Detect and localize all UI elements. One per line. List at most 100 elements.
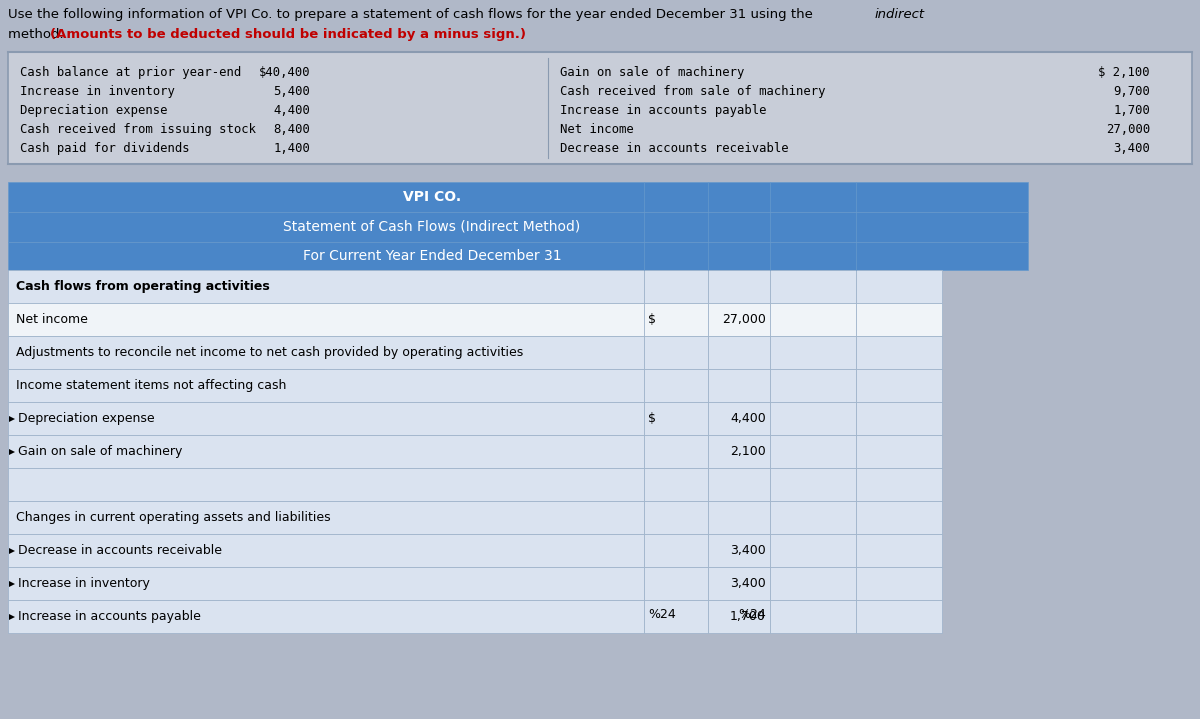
Bar [644, 336, 708, 369]
Text: Use the following information of VPI Co. to prepare a statement of cash flows fo: Use the following information of VPI Co.… [8, 8, 817, 21]
Bar [644, 369, 708, 402]
Bar [856, 534, 942, 567]
Text: Increase in inventory: Increase in inventory [20, 85, 175, 98]
Bar [8, 468, 644, 501]
Bar [856, 270, 942, 303]
Bar [856, 435, 942, 468]
Bar [8, 402, 644, 435]
Text: Decrease in accounts receivable: Decrease in accounts receivable [560, 142, 788, 155]
Text: Cash balance at prior year-end: Cash balance at prior year-end [20, 66, 241, 79]
Text: Increase in inventory: Increase in inventory [18, 577, 150, 590]
Text: VPI CO.: VPI CO. [403, 190, 461, 204]
Text: Statement of Cash Flows (Indirect Method): Statement of Cash Flows (Indirect Method… [283, 220, 581, 234]
Text: Adjustments to reconcile net income to net cash provided by operating activities: Adjustments to reconcile net income to n… [16, 346, 523, 359]
Text: $40,400: $40,400 [258, 66, 310, 79]
Bar [8, 501, 644, 534]
Bar [770, 270, 856, 303]
Bar [770, 468, 856, 501]
Bar [770, 567, 856, 600]
Bar [770, 435, 856, 468]
Text: Income statement items not affecting cash: Income statement items not affecting cas… [16, 379, 287, 392]
Bar [644, 534, 708, 567]
Bar [770, 600, 856, 633]
Text: Increase in accounts payable: Increase in accounts payable [18, 610, 200, 623]
Bar [770, 534, 856, 567]
Bar [770, 303, 856, 336]
Text: 27,000: 27,000 [722, 313, 766, 326]
Text: Cash flows from operating activities: Cash flows from operating activities [16, 280, 270, 293]
Text: 1,400: 1,400 [274, 142, 310, 155]
Text: $: $ [648, 313, 656, 326]
Text: 27,000: 27,000 [1105, 123, 1150, 136]
Bar [8, 600, 644, 633]
Text: %24: %24 [648, 608, 676, 621]
Bar [708, 468, 770, 501]
Bar [856, 600, 942, 633]
Text: (Amounts to be deducted should be indicated by a minus sign.): (Amounts to be deducted should be indica… [50, 28, 526, 41]
Bar [708, 303, 770, 336]
Text: Cash paid for dividends: Cash paid for dividends [20, 142, 190, 155]
Text: Gain on sale of machinery: Gain on sale of machinery [560, 66, 744, 79]
Bar [644, 270, 708, 303]
Bar [708, 369, 770, 402]
Bar [708, 270, 770, 303]
Text: Depreciation expense: Depreciation expense [18, 412, 155, 425]
Text: 4,400: 4,400 [731, 412, 766, 425]
Bar [8, 52, 1192, 164]
Bar [8, 242, 1028, 270]
Bar [856, 369, 942, 402]
Bar [708, 336, 770, 369]
Bar [644, 303, 708, 336]
Bar [644, 468, 708, 501]
Text: 2,100: 2,100 [731, 445, 766, 458]
Bar [708, 534, 770, 567]
Bar [708, 501, 770, 534]
Text: 4,400: 4,400 [274, 104, 310, 117]
Bar [856, 567, 942, 600]
Bar [8, 303, 644, 336]
Text: For Current Year Ended December 31: For Current Year Ended December 31 [302, 249, 562, 263]
Text: Net income: Net income [16, 313, 88, 326]
Bar [770, 336, 856, 369]
Text: $: $ [648, 412, 656, 425]
Text: 1,700: 1,700 [1114, 104, 1150, 117]
Bar [770, 501, 856, 534]
Text: 3,400: 3,400 [731, 544, 766, 557]
Text: Changes in current operating assets and liabilities: Changes in current operating assets and … [16, 511, 331, 524]
Text: $ 2,100: $ 2,100 [1098, 66, 1150, 79]
Bar [708, 567, 770, 600]
Bar [644, 402, 708, 435]
Text: method.: method. [8, 28, 68, 41]
Bar [856, 303, 942, 336]
Bar [8, 534, 644, 567]
Text: Decrease in accounts receivable: Decrease in accounts receivable [18, 544, 222, 557]
Text: 5,400: 5,400 [274, 85, 310, 98]
Bar [708, 435, 770, 468]
Text: 9,700: 9,700 [1114, 85, 1150, 98]
Text: 3,400: 3,400 [1114, 142, 1150, 155]
Bar [8, 270, 644, 303]
Bar [8, 369, 644, 402]
Text: Cash received from issuing stock: Cash received from issuing stock [20, 123, 256, 136]
Text: %24: %24 [738, 608, 766, 621]
Bar [644, 435, 708, 468]
Text: Depreciation expense: Depreciation expense [20, 104, 168, 117]
Bar [856, 468, 942, 501]
Bar [644, 600, 708, 633]
Text: 3,400: 3,400 [731, 577, 766, 590]
Text: 8,400: 8,400 [274, 123, 310, 136]
Text: Cash received from sale of machinery: Cash received from sale of machinery [560, 85, 826, 98]
Bar [8, 336, 644, 369]
Bar [644, 567, 708, 600]
Bar [644, 501, 708, 534]
Bar [8, 182, 1028, 212]
Bar [856, 501, 942, 534]
Bar [8, 567, 644, 600]
Bar [770, 402, 856, 435]
Bar [770, 369, 856, 402]
Bar [708, 600, 770, 633]
Bar [856, 402, 942, 435]
Bar [856, 336, 942, 369]
Text: Net income: Net income [560, 123, 634, 136]
Text: Gain on sale of machinery: Gain on sale of machinery [18, 445, 182, 458]
